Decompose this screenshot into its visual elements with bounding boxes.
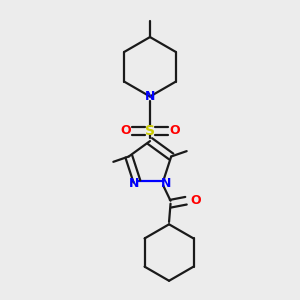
Text: S: S xyxy=(145,124,155,138)
Text: O: O xyxy=(190,194,201,207)
Text: N: N xyxy=(128,177,139,190)
Text: N: N xyxy=(145,90,155,103)
Text: O: O xyxy=(120,124,131,137)
Text: N: N xyxy=(161,177,172,190)
Text: O: O xyxy=(169,124,180,137)
